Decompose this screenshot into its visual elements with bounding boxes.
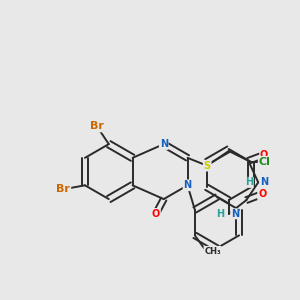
Text: Cl: Cl <box>259 157 271 167</box>
Text: N: N <box>260 177 268 188</box>
Text: S: S <box>204 161 211 171</box>
Text: CH₃: CH₃ <box>204 247 221 256</box>
Text: H: H <box>216 209 224 219</box>
Text: N: N <box>231 209 239 219</box>
Text: N: N <box>160 139 168 149</box>
Text: O: O <box>152 209 160 219</box>
Text: O: O <box>260 150 268 160</box>
Text: O: O <box>258 189 266 199</box>
Text: H: H <box>245 177 253 188</box>
Text: N: N <box>184 180 192 190</box>
Text: Br: Br <box>90 122 104 131</box>
Text: Br: Br <box>56 184 70 194</box>
